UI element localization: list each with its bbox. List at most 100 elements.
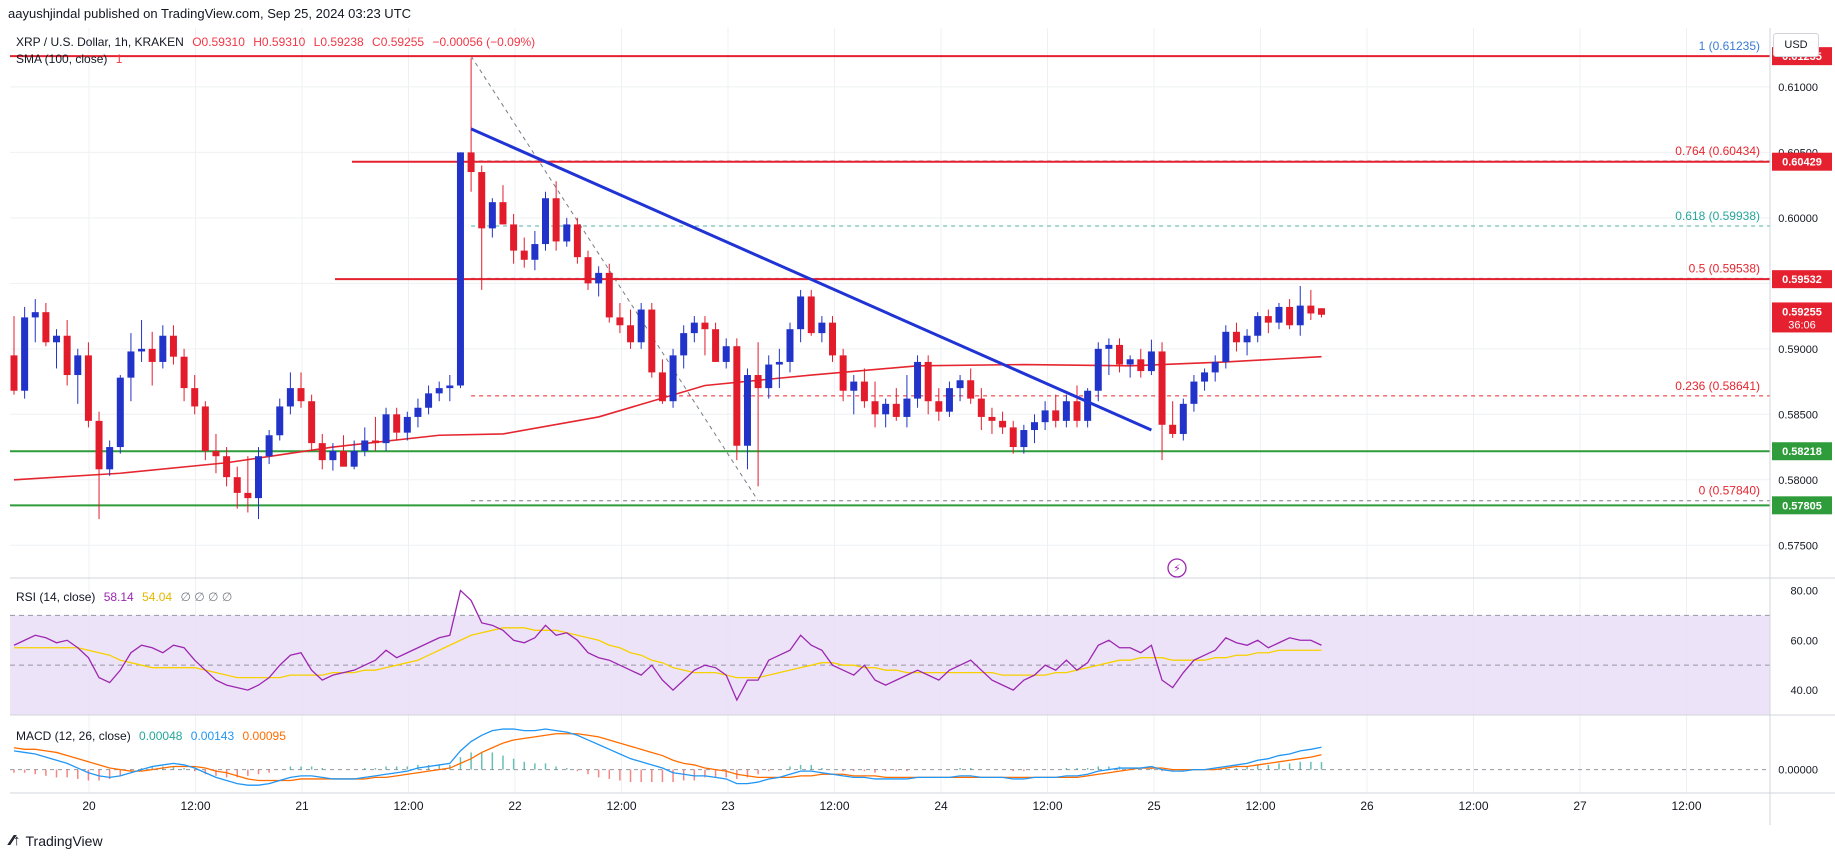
candle-body xyxy=(1116,344,1124,365)
candle-body xyxy=(1105,344,1113,349)
time-tick-label: 12:00 xyxy=(1671,799,1701,813)
candle-body xyxy=(276,406,284,436)
candle-body xyxy=(903,398,911,417)
candle-body xyxy=(754,375,762,389)
current-price-label: 0.59255 xyxy=(1782,306,1822,318)
rsi-label[interactable]: RSI (14, close) xyxy=(16,590,96,604)
candle-body xyxy=(1222,331,1230,362)
candle-body xyxy=(988,416,996,421)
sma-legend: SMA (100, close) 1 xyxy=(16,52,127,66)
candle-body xyxy=(1126,359,1134,365)
candle-body xyxy=(1158,351,1166,425)
candle-body xyxy=(265,435,273,457)
candle-body xyxy=(1020,430,1028,448)
price-tick-label: 0.57500 xyxy=(1778,540,1818,552)
candle-body xyxy=(169,335,177,357)
close-value: C0.59255 xyxy=(372,35,425,49)
candle-body xyxy=(829,322,837,356)
candle-body xyxy=(1190,381,1198,404)
resistance-price-label: 0.59532 xyxy=(1782,274,1822,286)
candle-body xyxy=(637,309,645,343)
time-tick-label: 20 xyxy=(82,799,96,813)
candle-body xyxy=(233,477,241,493)
resistance-price-tag xyxy=(1772,270,1832,289)
candle-body xyxy=(1201,372,1209,382)
candle-body xyxy=(860,381,868,402)
price-tick-label: 0.59000 xyxy=(1778,344,1818,356)
candle-body xyxy=(818,322,826,334)
candle-body xyxy=(223,456,231,478)
candle-body xyxy=(297,388,305,402)
candle-body xyxy=(371,440,379,444)
candle-body xyxy=(1009,427,1017,448)
candle-body xyxy=(148,348,156,362)
time-tick-label: 12:00 xyxy=(1245,799,1275,813)
time-tick-label: 25 xyxy=(1147,799,1161,813)
candle-body xyxy=(701,322,709,330)
macd-legend: MACD (12, 26, close) 0.00048 0.00143 0.0… xyxy=(16,729,291,743)
fib-level-label: 1 (0.61235) xyxy=(1699,39,1760,53)
flash-event-icon: ⚡ xyxy=(1173,563,1181,575)
candle-body xyxy=(1211,361,1219,373)
candle-body xyxy=(605,272,613,318)
candle-body xyxy=(95,420,103,470)
candle-body xyxy=(1264,316,1272,323)
brand-logo: ⁄⁄↑ TradingView xyxy=(10,832,103,849)
time-tick-label: 12:00 xyxy=(1458,799,1488,813)
low-value: L0.59238 xyxy=(313,35,364,49)
time-tick-label: 12:00 xyxy=(393,799,423,813)
candle-body xyxy=(467,152,475,173)
macd-label[interactable]: MACD (12, 26, close) xyxy=(16,729,131,743)
countdown-label: 36:06 xyxy=(1788,319,1816,331)
time-tick-label: 21 xyxy=(295,799,309,813)
candle-body xyxy=(690,322,698,334)
currency-selector[interactable]: USD xyxy=(1773,33,1819,57)
rsi-tick-label: 80.00 xyxy=(1790,585,1818,597)
candle-body xyxy=(42,312,50,343)
candle-body xyxy=(807,296,815,334)
candle-body xyxy=(106,447,114,470)
rsi-ma-value: 54.04 xyxy=(142,590,173,604)
support-price-label: 0.58218 xyxy=(1782,446,1822,458)
candle-body xyxy=(797,296,805,330)
candle-body xyxy=(1275,306,1283,323)
candle-body xyxy=(138,348,146,352)
candle-body xyxy=(10,355,18,391)
symbol-legend: XRP / U.S. Dollar, 1h, KRAKEN O0.59310 H… xyxy=(16,35,540,49)
candle-body xyxy=(425,393,433,408)
candle-body xyxy=(1094,348,1102,391)
candle-body xyxy=(552,198,560,242)
candle-body xyxy=(839,355,847,391)
candle-body xyxy=(1243,335,1251,343)
candle-body xyxy=(722,346,730,362)
macd-hist-value: 0.00048 xyxy=(139,729,183,743)
time-tick-label: 12:00 xyxy=(819,799,849,813)
price-pane: 1 (0.61235) 0.764 (0.60434) 0.618 (0.59938… xyxy=(10,39,1770,578)
candle-body xyxy=(765,364,773,389)
candle-body xyxy=(967,380,975,399)
candle-body xyxy=(573,224,581,258)
candle-body xyxy=(520,250,528,260)
candle-body xyxy=(627,325,635,343)
symbol-title[interactable]: XRP / U.S. Dollar, 1h, KRAKEN xyxy=(16,35,184,49)
rsi-ma-line xyxy=(14,627,1322,679)
candle-body xyxy=(212,450,220,457)
resistance-price-label: 0.60429 xyxy=(1782,157,1822,169)
candle-body xyxy=(63,335,71,376)
sma-label[interactable]: SMA (100, close) xyxy=(16,52,108,66)
candle-body xyxy=(616,317,624,326)
candle-body xyxy=(1084,390,1092,421)
candle-body xyxy=(361,440,369,451)
candle-body xyxy=(393,414,401,433)
macd-line-value: 0.00143 xyxy=(190,729,235,743)
candle-body xyxy=(191,388,199,407)
candle-body xyxy=(116,377,124,448)
candle-body xyxy=(850,381,858,391)
candle-body xyxy=(414,407,422,417)
sma-extra: 1 xyxy=(115,52,123,66)
candle-body xyxy=(382,414,390,444)
candle-body xyxy=(1307,305,1315,314)
candle-body xyxy=(1147,351,1155,372)
candle-body xyxy=(308,401,316,444)
candle-body xyxy=(1073,401,1081,421)
